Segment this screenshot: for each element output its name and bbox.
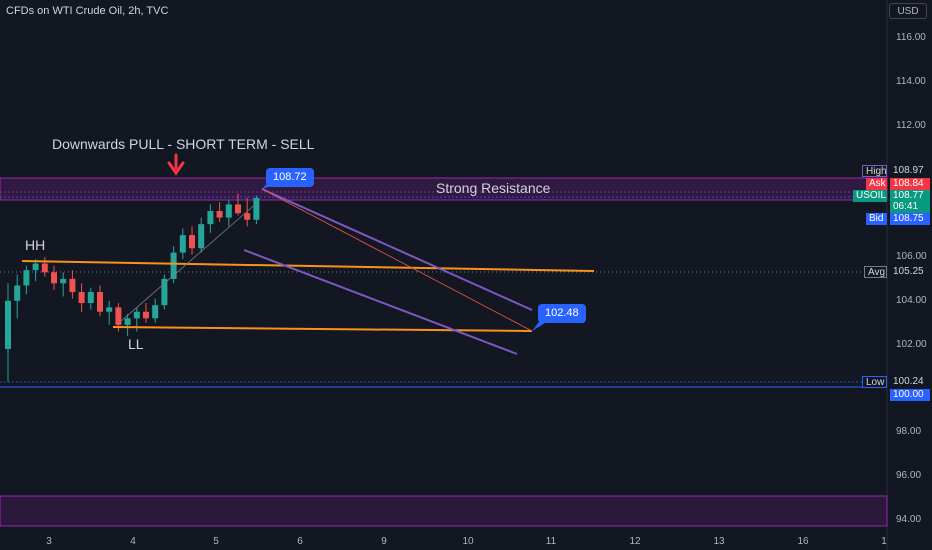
ask-label-badge: Ask [866, 178, 887, 190]
level-value-badge: 100.00 [890, 389, 930, 401]
candle-body [32, 263, 39, 271]
y-tick-label: 94.00 [896, 513, 922, 525]
candle-body [143, 311, 149, 319]
y-tick-label: 102.00 [896, 338, 927, 350]
callout-high: 108.72 [266, 168, 314, 187]
candle-body [152, 305, 159, 319]
candle-body [97, 292, 103, 312]
symbol-value-badge: 108.77 [890, 190, 930, 202]
x-tick-label: 11 [545, 536, 557, 547]
x-tick-label: 10 [462, 536, 474, 547]
y-tick-label: 98.00 [896, 426, 922, 438]
bid-label-badge: Bid [866, 213, 887, 225]
sell-arrow-icon [167, 153, 185, 176]
headline-annotation: Downwards PULL - SHORT TERM - SELL [52, 136, 315, 152]
x-tick-label: 16 [797, 536, 809, 547]
x-tick-label: 5 [213, 536, 219, 547]
avg-value-badge: 105.25 [890, 266, 930, 278]
candle-body [106, 307, 113, 312]
hh-label: HH [25, 237, 46, 253]
x-tick-label: 9 [381, 536, 387, 547]
y-tick-label: 96.00 [896, 470, 922, 481]
candle-body [87, 292, 94, 303]
y-tick-label: 112.00 [896, 119, 926, 131]
x-tick-label: 13 [713, 536, 725, 547]
avg-label-badge: Avg [864, 266, 887, 278]
candle-body [115, 307, 122, 325]
candle-body [253, 197, 260, 220]
y-tick-label: 114.00 [896, 75, 926, 87]
x-tick-label: 1 [881, 536, 887, 547]
ll-label: LL [128, 336, 144, 352]
channel-upper [261, 188, 533, 311]
high-value-badge: 108.97 [890, 165, 930, 177]
high-label-badge: High [862, 165, 887, 177]
candle-body [69, 278, 76, 293]
candle-body [170, 252, 177, 279]
candle-body [133, 311, 140, 319]
candle-body [41, 263, 48, 273]
resistance-label: Strong Resistance [436, 180, 551, 196]
x-tick-label: 4 [130, 536, 136, 547]
symbol-label-badge: USOIL [853, 190, 887, 202]
chart-title: CFDs on WTI Crude Oil, 2h, TVC [6, 5, 169, 17]
candle-body [225, 204, 232, 218]
candle-body [51, 272, 57, 284]
ll-trendline [112, 326, 533, 332]
candle-body [235, 204, 241, 214]
candle-body [60, 278, 67, 284]
uptrend-line [119, 201, 259, 323]
candle-body [244, 213, 251, 220]
currency-button[interactable]: USD [889, 3, 927, 19]
y-tick-label: 116.00 [896, 32, 926, 43]
demand-zone [0, 495, 888, 527]
candle-body [216, 211, 223, 218]
ask-value-badge: 108.84 [890, 178, 930, 190]
candle-body [124, 318, 131, 325]
channel-lower [243, 249, 518, 355]
callout-target: 102.48 [538, 304, 586, 323]
y-tick-label: 106.00 [896, 251, 927, 262]
candle-body [161, 278, 168, 306]
candle-body [189, 235, 195, 249]
x-tick-label: 3 [46, 536, 52, 547]
low-label-badge: Low [862, 376, 887, 388]
x-tick-label: 12 [629, 536, 641, 547]
candle-body [78, 292, 85, 303]
projection-line [261, 188, 533, 332]
candle-body [5, 300, 11, 349]
x-tick-label: 6 [297, 536, 303, 547]
candle-body [14, 285, 21, 301]
candle-body [23, 270, 30, 286]
resistance-zone [0, 177, 888, 201]
hh-trendline [21, 260, 595, 272]
candle-body [207, 211, 214, 225]
y-tick-label: 104.00 [896, 294, 927, 306]
low-value-badge: 100.24 [890, 376, 930, 388]
bid-value-badge: 108.75 [890, 213, 930, 225]
countdown-badge: 06:41 [890, 201, 930, 213]
candle-body [179, 235, 186, 253]
candle-body [198, 224, 205, 249]
